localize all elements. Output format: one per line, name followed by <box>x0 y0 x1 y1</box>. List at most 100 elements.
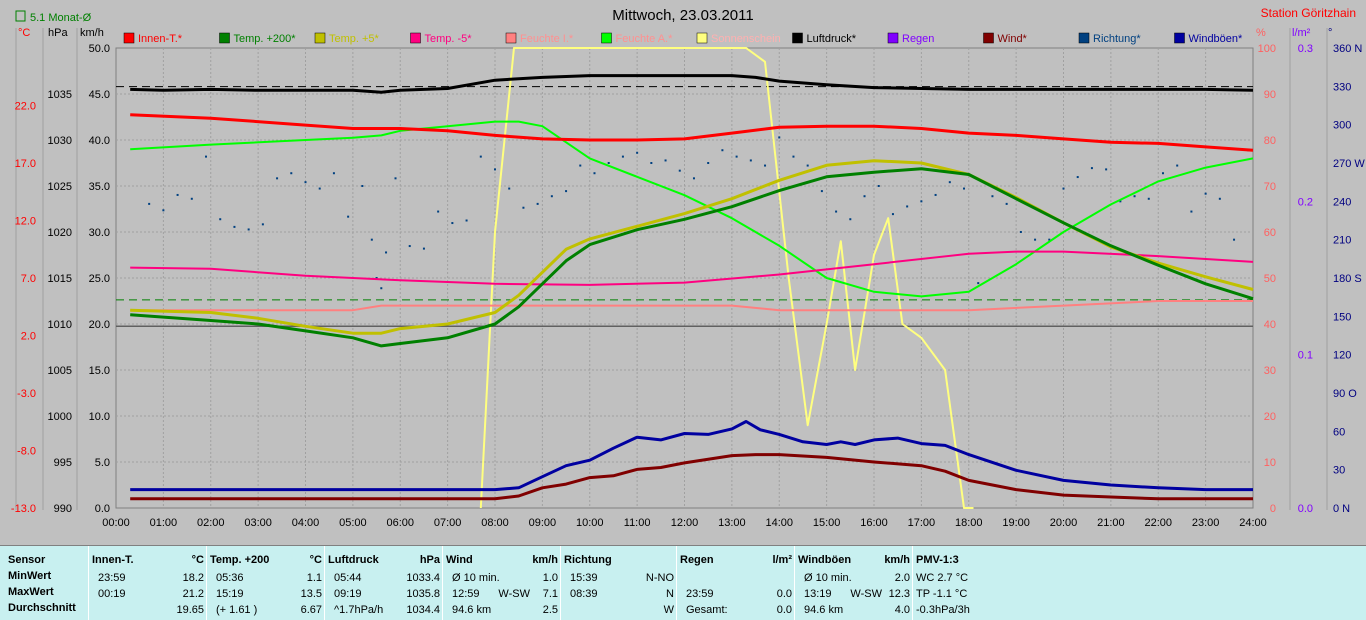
cell-time: 13:19 <box>804 588 832 600</box>
percent-tick-label: 70 <box>1264 181 1276 193</box>
legend-swatch <box>983 32 994 44</box>
richtung-point <box>332 172 335 175</box>
richtung-point <box>494 168 496 171</box>
richtung-point <box>1133 195 1136 198</box>
hpa-tick-label: 1020 <box>48 227 72 239</box>
celsius-tick-label: 2.0 <box>21 331 36 343</box>
degrees-tick-label: 150 <box>1333 311 1351 323</box>
richtung-point <box>849 218 852 221</box>
richtung-point <box>205 155 208 158</box>
cell-value: 7.1 <box>542 588 558 600</box>
richtung-point <box>621 155 624 158</box>
richtung-point <box>437 210 440 213</box>
cell-time: Gesamt: <box>686 604 728 616</box>
wm2-tick-label: 0.2 <box>1298 196 1313 208</box>
plot-area <box>116 47 1254 509</box>
degrees-tick-label: 240 <box>1333 196 1351 208</box>
series-line <box>130 453 1253 501</box>
cell-time: 00:19 <box>98 588 126 600</box>
legend-item: Feuchte A.* <box>601 32 673 45</box>
series-line <box>130 74 1254 94</box>
x-tick-label: 24:00 <box>1239 517 1267 529</box>
cell-direction: W-SW <box>498 588 530 600</box>
richtung-point <box>721 149 724 152</box>
cell-time: 12:59 <box>452 588 480 600</box>
richtung-point <box>318 187 321 190</box>
unit-wm2: l/m² <box>1292 27 1311 39</box>
column-separator <box>794 546 795 620</box>
x-tick-label: 14:00 <box>765 517 793 529</box>
richtung-point <box>1048 238 1051 241</box>
row-label: Durchschnitt <box>8 602 76 614</box>
cell-time: 94.6 km <box>804 604 844 616</box>
legend: Innen-T.* Temp. +200* Temp. +5* Temp. -5* Fe… <box>123 32 1243 45</box>
cell-value: 0.0 <box>776 588 792 600</box>
richtung-point <box>347 215 350 218</box>
richtung-point <box>508 187 511 190</box>
legend-item: Wind* <box>983 32 1028 45</box>
degrees-tick-label: 210 <box>1333 235 1351 247</box>
richtung-point <box>1034 238 1037 241</box>
column-separator <box>88 546 89 620</box>
column-unit: °C <box>191 554 204 566</box>
x-tick-label: 00:00 <box>102 517 130 529</box>
hpa-tick-label: 1035 <box>48 89 72 101</box>
kmh-tick-label: 20.0 <box>89 319 110 331</box>
legend-label: Sonnenschein <box>711 33 781 45</box>
unit-percent: % <box>1256 27 1266 39</box>
celsius-tick-label: -13.0 <box>11 503 36 515</box>
richtung-point <box>219 218 222 221</box>
richtung-point <box>778 136 781 139</box>
richtung-point <box>422 247 425 250</box>
degrees-tick-label: 300 <box>1333 120 1351 132</box>
richtung-point <box>593 172 596 175</box>
x-tick-label: 18:00 <box>955 517 983 529</box>
legend-label: Temp. +5* <box>329 33 380 45</box>
celsius-tick-label: -8.0 <box>17 446 36 458</box>
column-header: Luftdruck <box>328 554 379 566</box>
x-tick-label: 17:00 <box>908 517 936 529</box>
cell-value: TP -1.1 °C <box>916 588 968 600</box>
legend-item: Sonnenschein <box>696 32 781 45</box>
legend-item: Temp. +200* <box>219 32 296 45</box>
series-line <box>130 300 1253 312</box>
percent-tick-label: 20 <box>1264 411 1276 423</box>
richtung-point <box>835 210 838 213</box>
legend-swatch <box>1174 32 1185 44</box>
legend-swatch <box>696 32 708 44</box>
unit-kmh: km/h <box>80 27 104 39</box>
cell-value: W <box>663 604 674 616</box>
richtung-point <box>408 245 411 248</box>
richtung-point <box>370 238 373 241</box>
richtung-point <box>1105 168 1108 171</box>
kmh-tick-label: 0.0 <box>95 503 110 515</box>
cell-value: 19.65 <box>176 604 204 616</box>
x-tick-label: 19:00 <box>1002 517 1030 529</box>
legend-item: Feuchte I.* <box>505 32 574 45</box>
percent-tick-label: 0 <box>1270 503 1276 515</box>
kmh-tick-label: 25.0 <box>89 273 110 285</box>
legend-label: Innen-T.* <box>138 33 183 45</box>
richtung-point <box>820 190 823 193</box>
richtung-point <box>176 193 179 196</box>
richtung-point <box>948 181 951 184</box>
percent-tick-label: 100 <box>1258 43 1276 55</box>
degrees-tick-label: 360 N <box>1333 43 1362 55</box>
celsius-tick-label: 12.0 <box>15 216 36 228</box>
cell-time: (+ 1.61 ) <box>216 604 258 616</box>
celsius-tick-label: 17.0 <box>15 158 36 170</box>
richtung-point <box>1218 197 1221 200</box>
percent-tick-label: 80 <box>1264 135 1276 147</box>
degrees-tick-label: 60 <box>1333 426 1345 438</box>
richtung-point <box>522 206 525 209</box>
degrees-tick-label: 270 W <box>1333 158 1365 170</box>
series-line <box>130 420 1253 492</box>
richtung-point <box>1090 167 1093 170</box>
richtung-point <box>276 177 279 180</box>
monthly-avg-label: 5.1 Monat-Ø <box>30 12 92 24</box>
series-line <box>130 250 1254 286</box>
legend-item: Regen <box>887 32 934 45</box>
hpa-tick-label: 1010 <box>48 319 72 331</box>
cell-value: 13.5 <box>300 588 322 600</box>
hpa-tick-label: 1015 <box>48 273 72 285</box>
